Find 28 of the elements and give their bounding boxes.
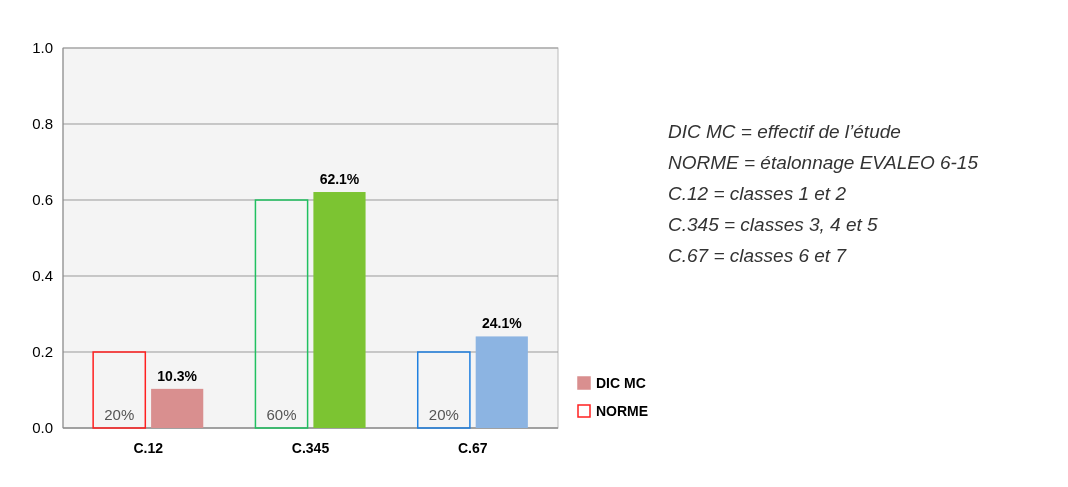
data-label: 62.1% — [319, 171, 360, 188]
data-label: 20% — [428, 406, 459, 423]
bar — [475, 336, 528, 428]
data-label: 24.1% — [481, 315, 523, 332]
y-tick-label: 0.0 — [32, 419, 53, 436]
text: DIC MC = effectif de l’étude — [668, 121, 901, 142]
y-tick-label: 0.8 — [32, 115, 53, 132]
text: NORME = étalonnage EVALEO 6-15 — [668, 152, 979, 173]
data-label: 60% — [266, 406, 297, 423]
bar — [416, 351, 471, 429]
x-tick-label: C.67 — [458, 440, 488, 456]
bar — [313, 192, 366, 428]
y-tick-label: 1.0 — [32, 39, 53, 56]
data-label: 10.3% — [157, 367, 198, 384]
y-tick-label: 0.2 — [32, 343, 53, 360]
x-tick-label: C.12 — [133, 440, 164, 456]
text: C.345 = classes 3, 4 et 5 — [668, 214, 879, 235]
legend-label: DIC MC — [596, 375, 646, 391]
bar — [151, 388, 204, 428]
y-tick-label: 0.4 — [32, 267, 53, 284]
y-tick-label: 0.6 — [32, 191, 53, 208]
text: C.12 = classes 1 et 2 — [668, 183, 847, 204]
legend-label: NORME — [596, 403, 649, 419]
data-label: 20% — [104, 406, 135, 423]
x-tick-label: C.345 — [291, 440, 330, 456]
bar — [254, 199, 309, 429]
text: C.67 = classes 6 et 7 — [668, 245, 848, 266]
bar — [92, 351, 147, 429]
